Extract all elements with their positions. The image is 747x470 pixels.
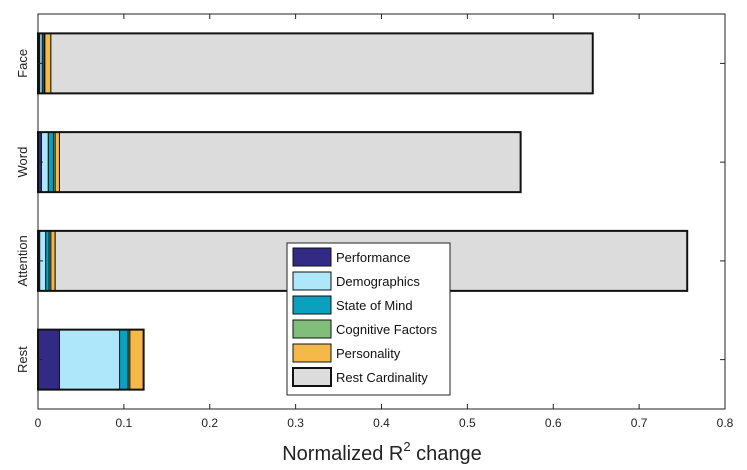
category-label-rest: Rest <box>15 346 30 373</box>
bar-group-rest <box>37 328 145 391</box>
legend-swatch <box>292 295 332 315</box>
category-label-face: Face <box>15 49 30 78</box>
legend-item: Personality <box>292 343 401 363</box>
x-axis-label-superscript: 2 <box>403 439 410 454</box>
x-tick-label: 0.3 <box>287 416 304 430</box>
x-tick-label: 0.5 <box>459 416 476 430</box>
legend-swatch <box>292 271 332 291</box>
legend-item: Performance <box>292 247 410 267</box>
legend-label: Rest Cardinality <box>336 370 428 385</box>
bar-segment-personality <box>129 329 145 391</box>
category-labels-layer: Face Word Attention Rest <box>15 49 725 373</box>
x-tick-label: 0.2 <box>201 416 218 430</box>
legend-item: State of Mind <box>292 295 413 315</box>
x-axis-label-suffix: change <box>411 443 482 465</box>
bar-segment-demographics <box>58 329 121 391</box>
legend-label: Demographics <box>336 274 420 289</box>
category-label-attention: Attention <box>15 235 30 286</box>
legend-swatch <box>292 343 332 363</box>
category-label-word: Word <box>15 147 30 178</box>
bar-segment-state-of-mind <box>119 329 129 391</box>
legend: Performance Demographics State of Mind Cogn… <box>286 242 451 396</box>
x-tick-label: 0 <box>35 416 42 430</box>
legend-label: Cognitive Factors <box>336 322 438 337</box>
bar-segment-personality <box>44 32 52 94</box>
bar-segment-state-of-mind <box>45 230 50 292</box>
legend-swatch <box>292 319 332 339</box>
bar-segment-state-of-mind <box>47 131 54 193</box>
legend-label: Personality <box>336 346 401 361</box>
bar-group-face <box>37 32 594 95</box>
bars-layer <box>37 32 689 391</box>
x-tick-label: 0.4 <box>373 416 390 430</box>
bar-segment-personality <box>50 230 56 292</box>
x-tick-label: 0.8 <box>717 416 734 430</box>
x-tick-label: 0.7 <box>631 416 648 430</box>
x-tick-label: 0.1 <box>116 416 133 430</box>
ticks-layer: 0 0.1 0.2 0.3 0.4 0.5 0.6 0.7 0.8 <box>35 14 734 430</box>
bar-segment-personality <box>54 131 60 193</box>
x-axis-label-main: Normalized R <box>282 443 403 465</box>
legend-label: Performance <box>336 250 410 265</box>
bar-group-word <box>37 131 522 194</box>
legend-label: State of Mind <box>336 298 413 313</box>
bar-segment-rest-cardinality <box>58 131 522 193</box>
x-tick-label: 0.6 <box>545 416 562 430</box>
legend-swatch <box>292 367 332 387</box>
bar-segment-rest-cardinality <box>50 32 594 94</box>
legend-swatch <box>292 247 332 267</box>
legend-item: Demographics <box>292 271 420 291</box>
legend-item: Rest Cardinality <box>292 367 428 387</box>
legend-item: Cognitive Factors <box>292 319 438 339</box>
x-axis-label: Normalized R2 change <box>282 439 482 465</box>
